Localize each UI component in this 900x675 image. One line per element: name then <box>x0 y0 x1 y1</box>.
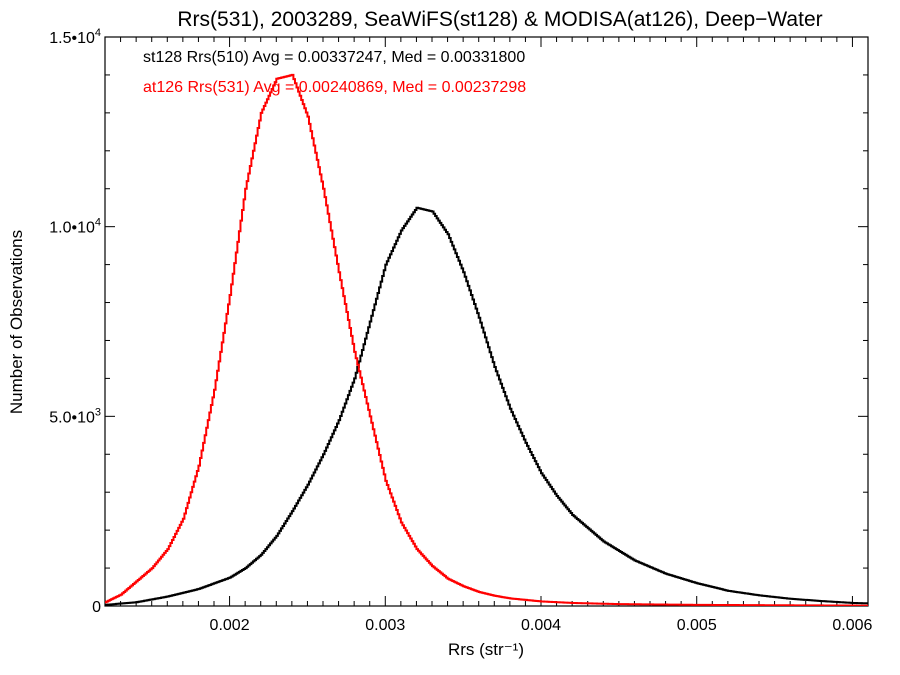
x-tick-label: 0.005 <box>677 617 717 634</box>
plot-frame <box>104 36 869 607</box>
x-tick-label: 0.003 <box>365 617 405 634</box>
y-tick-label: 1.5•104 <box>49 27 101 47</box>
x-axis-ticks: 0.002 0.003 0.004 0.005 0.006 <box>120 37 873 634</box>
x-axis-label: Rrs (str⁻¹) <box>448 640 524 659</box>
series-line-0 <box>105 206 868 606</box>
legend-entry-st128: st128 Rrs(510) Avg = 0.00337247, Med = 0… <box>143 49 525 66</box>
chart-title: Rrs(531), 2003289, SeaWiFS(st128) & MODI… <box>177 8 822 31</box>
series-layer <box>105 73 868 606</box>
y-axis-label: Number of Observations <box>7 230 26 414</box>
x-tick-label: 0.006 <box>832 617 872 634</box>
series-line-1 <box>105 73 868 606</box>
y-tick-label: 5.0•103 <box>49 406 101 426</box>
y-tick-label: 1.0•104 <box>49 217 101 237</box>
x-tick-label: 0.004 <box>521 617 561 634</box>
x-tick-label: 0.002 <box>210 617 250 634</box>
y-axis-ticks: 0 5.0•103 1.0•104 1.5•104 <box>49 27 868 616</box>
legend-entry-at126: at126 Rrs(531) Avg = 0.00240869, Med = 0… <box>143 79 526 96</box>
y-tick-label: 0 <box>92 599 101 616</box>
